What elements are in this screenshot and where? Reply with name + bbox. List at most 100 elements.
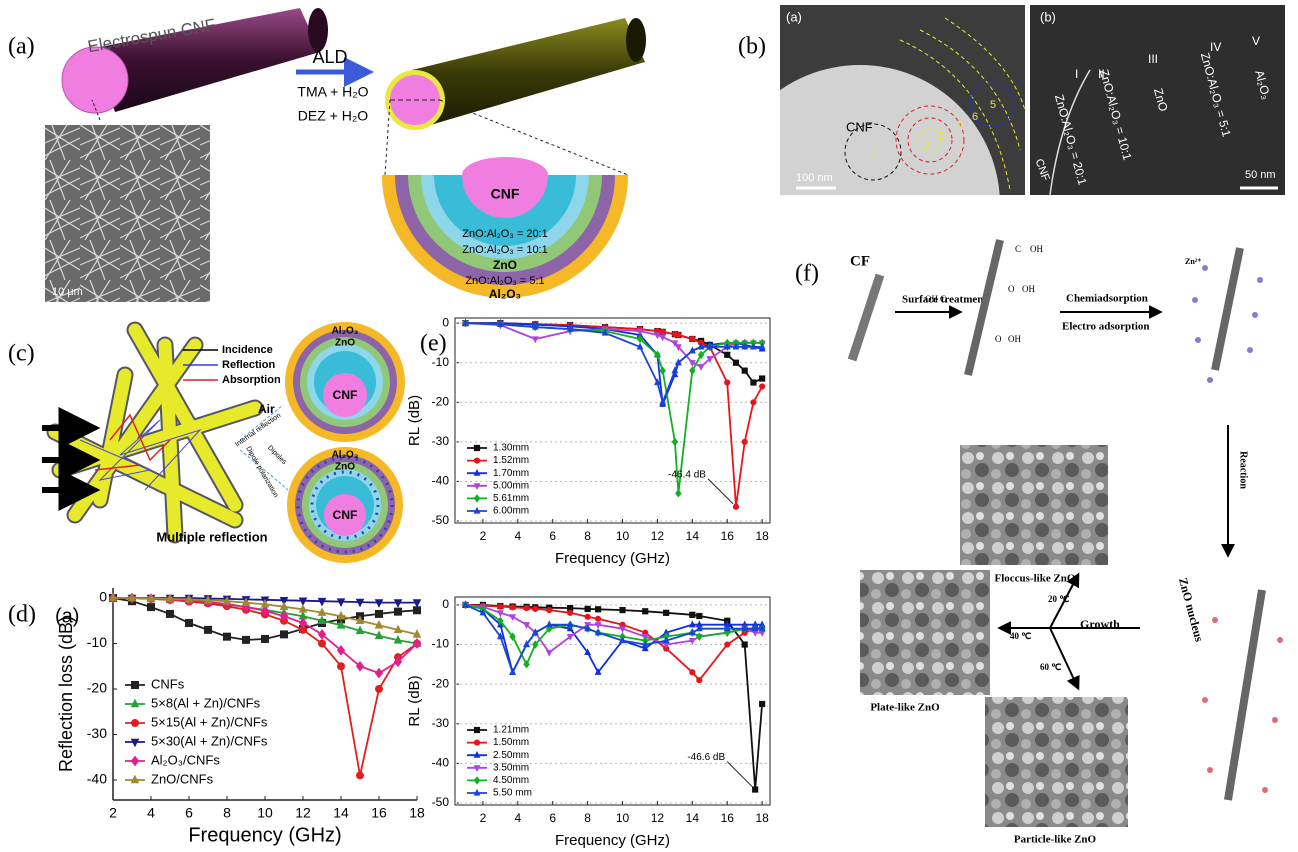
legend-text: 5.00mm xyxy=(493,480,529,491)
marker xyxy=(725,642,730,647)
annotation: -46.6 dB xyxy=(687,752,725,763)
x-axis-label: Frequency (GHz) xyxy=(188,824,341,846)
group: OH xyxy=(925,294,938,304)
cnf-section xyxy=(62,47,128,113)
group: O xyxy=(1008,284,1015,294)
y-tick-label: -50 xyxy=(432,513,450,527)
y-axis-label: RL (dB) xyxy=(406,395,423,446)
fiber xyxy=(1228,590,1262,800)
marker xyxy=(742,368,747,373)
x-tick-label: 2 xyxy=(480,529,487,543)
figure: (a) Electrospun CNF 10 μm ALD TMA + H₂O … xyxy=(0,0,1298,852)
y-tick-label: -30 xyxy=(87,725,107,741)
panel-label: (e) xyxy=(420,331,447,357)
legend-text: Reflection xyxy=(222,359,275,371)
x-tick-label: 14 xyxy=(686,529,700,543)
scale-bar: 100 nm xyxy=(796,172,833,184)
x-tick-label: 6 xyxy=(549,811,556,825)
marker xyxy=(357,772,364,779)
legend-marker xyxy=(474,495,479,502)
step-label: Growth xyxy=(1080,617,1120,631)
arrow xyxy=(1050,628,1078,688)
sem-image xyxy=(985,697,1128,827)
marker xyxy=(376,610,383,617)
marker xyxy=(753,787,758,792)
layer-cnf xyxy=(462,157,548,175)
panel-label: (d) xyxy=(8,602,36,628)
marker xyxy=(596,623,601,628)
marker xyxy=(725,380,730,385)
marker xyxy=(319,640,326,647)
legend-text: 5×30(Al + Zn)/CNFs xyxy=(151,733,268,748)
x-tick-label: 8 xyxy=(584,811,591,825)
legend-text: 1.52mm xyxy=(493,455,529,466)
shell-label: Al₂O₃ xyxy=(332,326,359,337)
temp-label: 20 ℃ xyxy=(1048,594,1069,604)
marker xyxy=(664,610,669,615)
marker xyxy=(524,605,529,610)
layer-label: ZnO:Al₂O₃ = 20:1 xyxy=(462,228,547,240)
legend-text: Al₂O₃/CNFs xyxy=(151,752,220,767)
legend-marker xyxy=(474,508,479,513)
marker xyxy=(637,344,642,349)
marker xyxy=(547,622,552,627)
x-tick-label: 12 xyxy=(651,811,665,825)
marker xyxy=(376,669,383,678)
panel-b: (b) (a) CNF 100 nm 1 2 3 4 5 6 (b) I II … xyxy=(720,5,1285,345)
image-label: (a) xyxy=(786,9,802,24)
y-tick-label: -30 xyxy=(432,434,450,448)
x-tick-label: 12 xyxy=(651,529,665,543)
x-tick-label: 8 xyxy=(223,805,231,821)
legend-text: 1.70mm xyxy=(493,468,529,479)
panel-label: (b) xyxy=(738,34,766,60)
cnf-label: CNF xyxy=(846,119,873,134)
marker xyxy=(547,650,552,655)
fiber xyxy=(1215,248,1240,370)
shell-label: CNF xyxy=(333,508,358,522)
x-tick-label: 16 xyxy=(371,805,387,821)
marker xyxy=(733,504,738,509)
legend-text: 5×15(Al + Zn)/CNFs xyxy=(151,714,268,729)
group: OH xyxy=(1030,244,1043,254)
marker xyxy=(281,631,288,638)
panel-label: (f) xyxy=(795,261,819,287)
marker xyxy=(262,635,269,642)
legend-text: 1.30mm xyxy=(493,443,529,454)
annotation: -46.4 dB xyxy=(668,469,706,480)
marker xyxy=(585,614,590,619)
coated-cylinder xyxy=(412,18,645,128)
x-tick-label: 10 xyxy=(257,805,273,821)
x-tick-label: 10 xyxy=(616,529,630,543)
marker xyxy=(751,380,756,385)
y-tick-label: 0 xyxy=(442,315,449,329)
legend-text: 1.50mm xyxy=(493,737,529,748)
x-tick-label: 4 xyxy=(147,805,155,821)
x-tick-label: 2 xyxy=(480,811,487,825)
legend-marker xyxy=(474,470,479,475)
legend-text: 3.50mm xyxy=(493,762,529,773)
marker xyxy=(620,607,625,612)
legend-marker xyxy=(474,484,479,489)
legend-marker xyxy=(132,756,139,765)
marker xyxy=(596,616,601,621)
marker xyxy=(510,605,515,610)
layer-label: ZnO xyxy=(493,258,517,272)
marker xyxy=(697,678,702,683)
marker xyxy=(672,438,677,445)
marker xyxy=(148,604,155,611)
y-tick-label: -10 xyxy=(87,634,107,650)
marker xyxy=(620,627,625,632)
legend-text: CNFs xyxy=(151,676,185,691)
y-tick-label: 0 xyxy=(442,597,449,611)
marker xyxy=(585,606,590,611)
image-label: (b) xyxy=(1040,9,1056,24)
x-tick-label: 4 xyxy=(514,529,521,543)
page: (a) Electrospun CNF 10 μm ALD TMA + H₂O … xyxy=(0,0,1298,852)
product-label: Particle-like ZnO xyxy=(1014,834,1097,846)
sem-image xyxy=(45,125,210,302)
x-tick-label: 12 xyxy=(295,805,311,821)
legend-text: ZnO/CNFs xyxy=(151,771,214,786)
legend-text: 6.00mm xyxy=(493,506,529,517)
y-tick-label: -40 xyxy=(432,756,450,770)
reagent: DEZ + H₂O xyxy=(298,108,369,124)
